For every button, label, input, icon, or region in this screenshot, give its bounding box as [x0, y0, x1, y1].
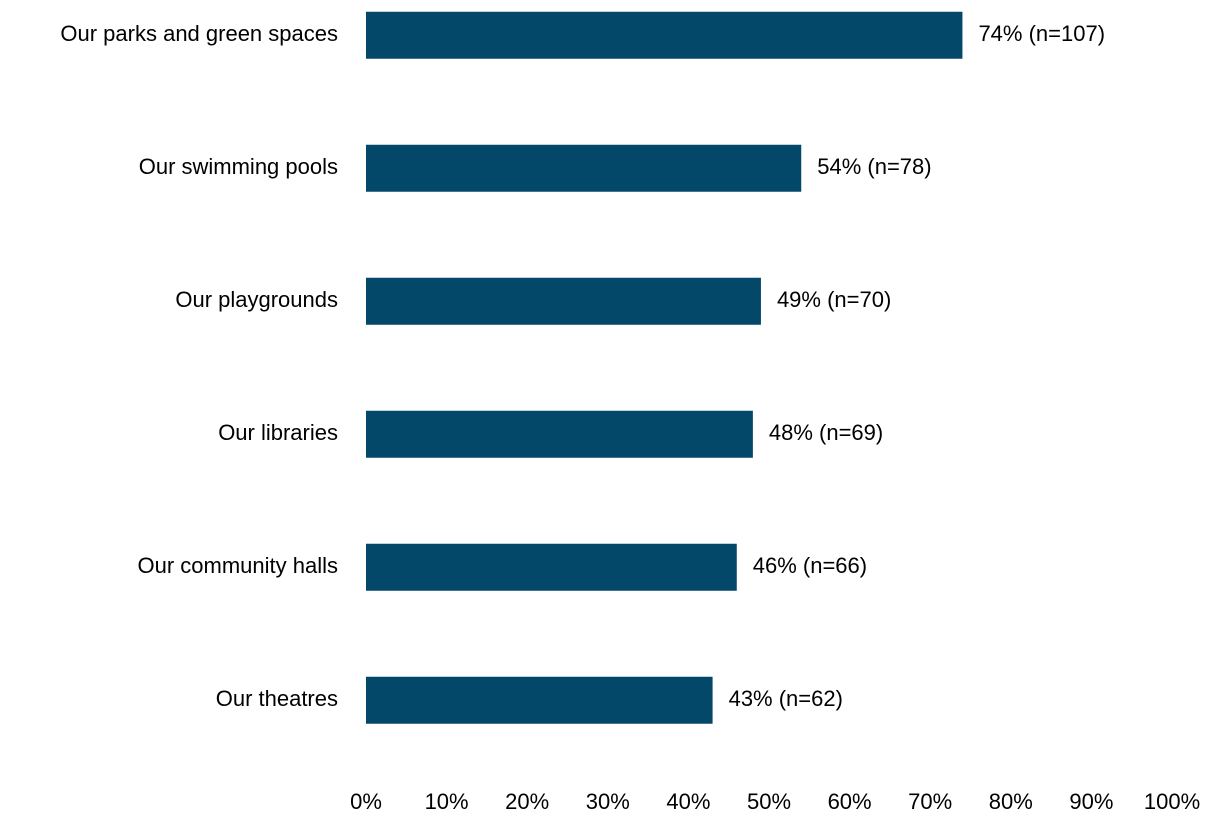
bar [366, 676, 713, 724]
bar [366, 277, 761, 325]
y-tick-label: Our libraries [218, 420, 338, 445]
x-tick-label: 70% [908, 789, 952, 814]
x-tick-label: 50% [747, 789, 791, 814]
bar [366, 543, 737, 591]
data-label: 49% (n=70) [777, 287, 891, 312]
x-tick-label: 0% [350, 789, 382, 814]
y-tick-label: Our playgrounds [175, 287, 338, 312]
x-tick-label: 30% [586, 789, 630, 814]
data-label: 46% (n=66) [753, 553, 867, 578]
data-label: 74% (n=107) [978, 21, 1105, 46]
data-label: 43% (n=62) [729, 686, 843, 711]
x-tick-label: 80% [989, 789, 1033, 814]
bar [366, 410, 753, 458]
bar [366, 144, 802, 192]
y-tick-label: Our community halls [137, 553, 338, 578]
y-tick-label: Our parks and green spaces [60, 21, 338, 46]
bar [366, 11, 963, 59]
x-tick-label: 90% [1069, 789, 1113, 814]
x-tick-label: 40% [666, 789, 710, 814]
y-tick-label: Our theatres [216, 686, 338, 711]
x-tick-label: 100% [1144, 789, 1200, 814]
data-label: 48% (n=69) [769, 420, 883, 445]
x-tick-label: 10% [425, 789, 469, 814]
data-label: 54% (n=78) [817, 154, 931, 179]
y-tick-label: Our swimming pools [139, 154, 338, 179]
x-tick-label: 60% [828, 789, 872, 814]
x-tick-label: 20% [505, 789, 549, 814]
